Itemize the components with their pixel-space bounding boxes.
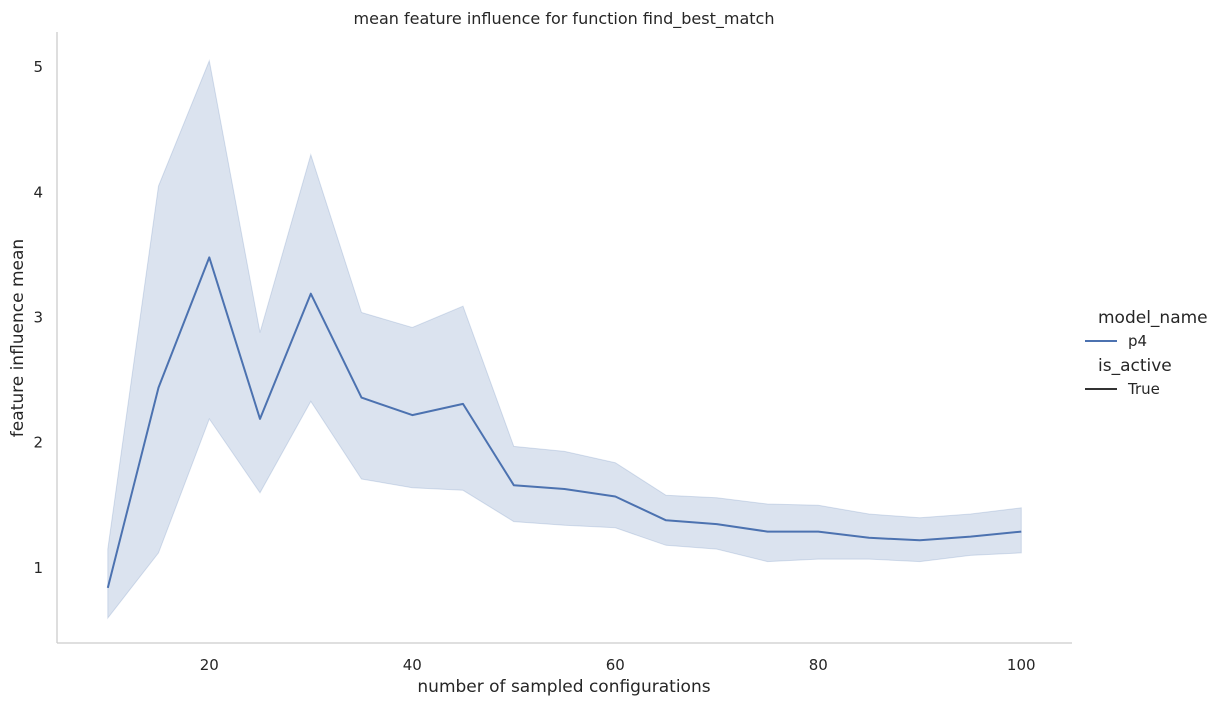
y-tick-label: 3 [33, 308, 43, 326]
legend: model_name p4 is_active True [1085, 308, 1208, 398]
x-tick-label: 20 [200, 656, 219, 674]
plot-area: 20 40 60 80 100 1 2 3 4 5 [33, 32, 1072, 674]
y-tick-label: 4 [33, 183, 43, 201]
x-tick-label: 40 [403, 656, 422, 674]
legend-label-p4: p4 [1128, 332, 1147, 350]
x-tick-label: 60 [606, 656, 625, 674]
y-axis-label: feature influence mean [8, 239, 28, 437]
y-tick-label: 2 [33, 434, 43, 452]
chart-title: mean feature influence for function find… [354, 9, 775, 29]
x-tick-label: 80 [809, 656, 828, 674]
confidence-band-p4 [107, 59, 1022, 620]
x-tick-label: 100 [1007, 656, 1036, 674]
y-tick-label: 5 [33, 58, 43, 76]
legend-title-model-name: model_name [1098, 308, 1208, 328]
y-tick-label: 1 [33, 559, 43, 577]
x-axis-label: number of sampled configurations [417, 677, 710, 697]
legend-title-is-active: is_active [1098, 356, 1172, 376]
series-line-p4 [106, 256, 1022, 589]
legend-label-true: True [1127, 380, 1160, 398]
